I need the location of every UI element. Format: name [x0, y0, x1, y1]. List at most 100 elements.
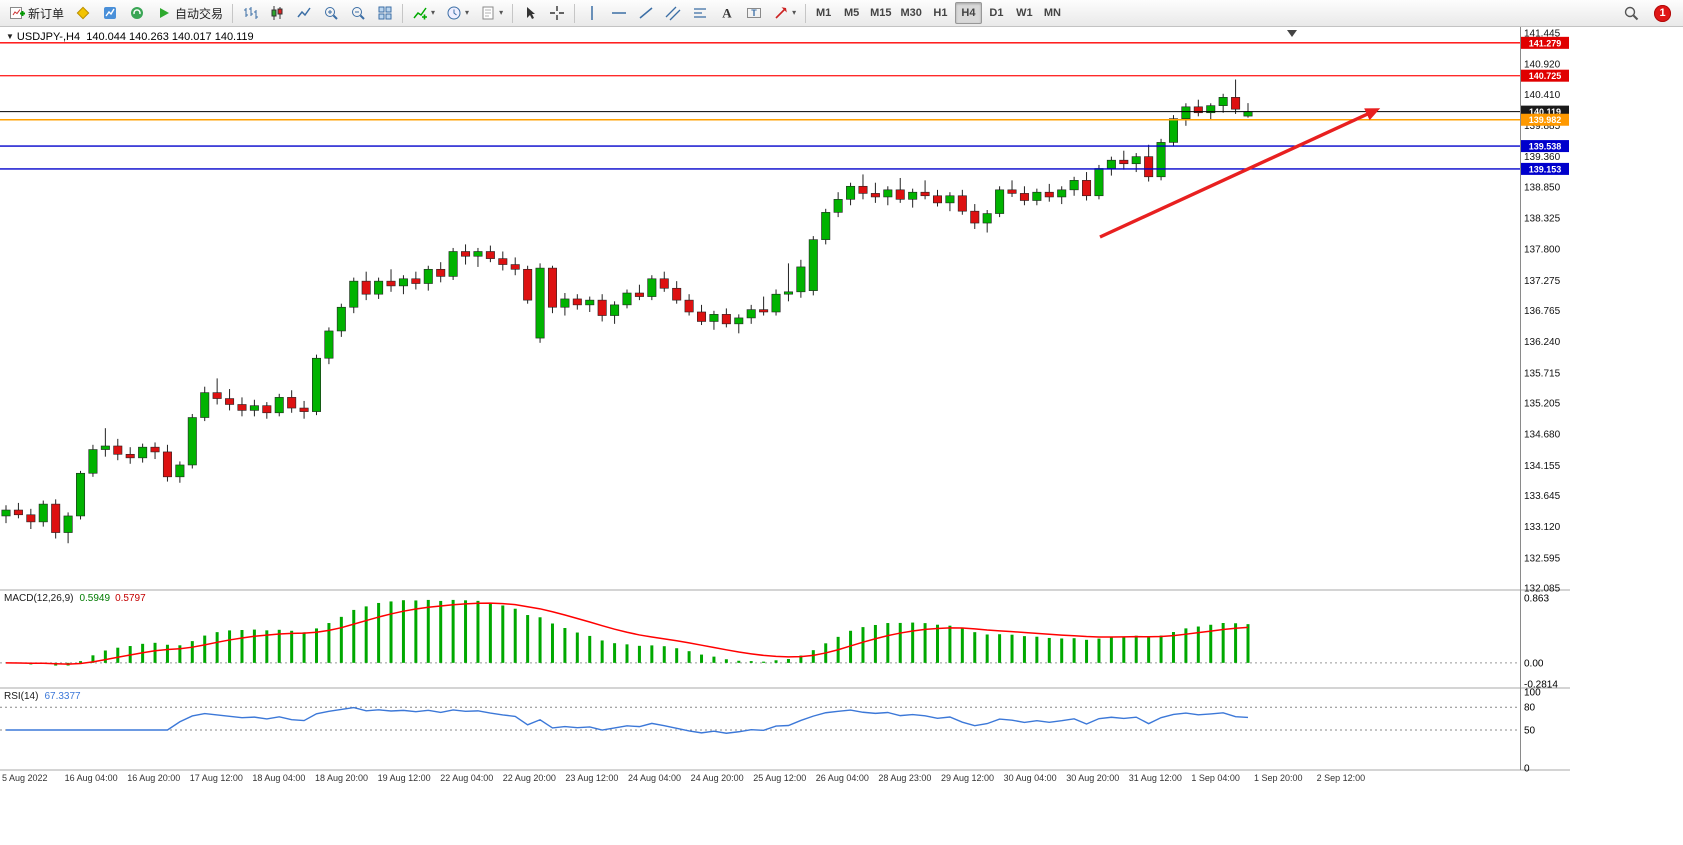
metaeditor-button[interactable] [70, 2, 96, 24]
time-axis-label: 1 Sep 04:00 [1191, 773, 1240, 783]
svg-text:T: T [751, 8, 757, 18]
price-tick-label: 134.680 [1524, 430, 1561, 441]
auto-trading-label: 自动交易 [175, 6, 224, 21]
time-axis-label: 31 Aug 12:00 [1129, 773, 1182, 783]
candle-body [1106, 159, 1116, 169]
indicators-button[interactable]: ▾ [407, 2, 440, 24]
candle-body [647, 278, 657, 297]
candle-body [1057, 189, 1067, 198]
chart-title: ▼ USDJPY-,H4 140.044 140.263 140.017 140.… [6, 31, 254, 43]
indicators-icon [413, 7, 428, 20]
price-tick-label: 141.445 [1524, 29, 1561, 40]
candle-body [833, 199, 843, 213]
candle-body [1144, 156, 1154, 178]
candle-body [597, 299, 607, 316]
macd-main-value: 0.5949 [79, 593, 111, 604]
rsi-value: 67.3377 [44, 691, 81, 702]
chart-shift-marker[interactable] [1287, 30, 1297, 37]
trend-arrow-line[interactable] [1099, 110, 1373, 239]
arrow-object-icon [775, 7, 787, 19]
symbol-period-label: USDJPY-,H4 [16, 31, 81, 43]
toolbar-separator [232, 3, 234, 23]
timeframe-d1-button[interactable]: D1 [983, 2, 1010, 24]
candle-body [473, 251, 483, 257]
time-axis-label: 26 Aug 04:00 [816, 773, 869, 783]
price-tick-label: 133.120 [1524, 522, 1561, 533]
new-order-label: 新订单 [28, 6, 65, 21]
time-axis-label: 18 Aug 20:00 [315, 773, 368, 783]
vertical-line-button[interactable] [579, 2, 605, 24]
trend-arrow-head[interactable] [1364, 108, 1381, 121]
timeframe-h4-button[interactable]: H4 [954, 2, 982, 24]
candle-body [1069, 180, 1079, 191]
candle-body [796, 266, 806, 293]
cursor-button[interactable] [517, 2, 543, 24]
candle-body [262, 405, 272, 414]
price-tag [1521, 113, 1569, 126]
timeframe-mn-button[interactable]: MN [1039, 2, 1066, 24]
chart-window[interactable]: 141.445 140.920 140.410 139.885 139.360 138.8… [0, 27, 1570, 792]
text-label-icon: T [747, 8, 762, 18]
cursor-icon [527, 7, 536, 19]
auto-trading-button[interactable]: 自动交易 [151, 2, 228, 24]
candle-body [1007, 189, 1017, 194]
candle-body [113, 445, 123, 455]
candle-body [610, 304, 620, 316]
market-watch-button[interactable] [97, 2, 123, 24]
tile-windows-button[interactable] [372, 2, 398, 24]
chart-bars-button[interactable] [237, 2, 263, 24]
candle-body [411, 278, 421, 284]
zoom-in-button[interactable] [318, 2, 344, 24]
horizontal-line-button[interactable] [606, 2, 632, 24]
trendline-icon [639, 7, 653, 19]
navigator-button[interactable] [124, 2, 150, 24]
periods-button[interactable]: ▾ [441, 2, 474, 24]
search-button[interactable] [1618, 2, 1644, 24]
crosshair-button[interactable] [544, 2, 570, 24]
candle-body [311, 357, 321, 412]
timeframe-h1-button[interactable]: H1 [927, 2, 954, 24]
templates-button[interactable]: ▾ [475, 2, 508, 24]
candle-body [150, 446, 160, 453]
candle-body [995, 189, 1005, 214]
time-axis-label: 30 Aug 04:00 [1004, 773, 1057, 783]
toolbar-separator [402, 3, 404, 23]
candle-body [1243, 111, 1253, 117]
trendline-button[interactable] [633, 2, 659, 24]
candle-body [88, 449, 98, 474]
time-axis-label: 18 Aug 04:00 [252, 773, 305, 783]
toolbar-separator [512, 3, 514, 23]
svg-text:A: A [722, 6, 732, 21]
candle-body [76, 472, 86, 517]
timeframe-w1-button[interactable]: W1 [1011, 2, 1038, 24]
time-axis-label: 24 Aug 20:00 [691, 773, 744, 783]
candle-body [336, 306, 346, 332]
zoom-out-button[interactable] [345, 2, 371, 24]
price-tick-label: 134.155 [1524, 461, 1561, 472]
price-tick-label: 139.885 [1524, 121, 1561, 132]
text-label-button[interactable]: T [741, 2, 767, 24]
text-button[interactable]: A [714, 2, 740, 24]
rsi-title: RSI(14) [4, 691, 39, 702]
candle-body [187, 417, 197, 466]
timeframe-m1-button[interactable]: M1 [810, 2, 837, 24]
candle-body [759, 309, 769, 313]
one-click-trading-toggle[interactable]: ▼ [6, 32, 14, 41]
chart-candles-button[interactable] [264, 2, 290, 24]
candle-body [746, 309, 756, 319]
timeframe-m15-button[interactable]: M15 [866, 2, 895, 24]
chart-line-button[interactable] [291, 2, 317, 24]
price-tick-label: 140.920 [1524, 60, 1561, 71]
chart-canvas[interactable]: 141.445 140.920 140.410 139.885 139.360 138.8… [0, 27, 1570, 792]
new-order-button[interactable]: 新订单 [4, 2, 69, 24]
notification-badge[interactable]: 1 [1654, 4, 1671, 22]
channel-button[interactable] [660, 2, 686, 24]
arrows-button[interactable]: ▾ [768, 2, 801, 24]
timeframe-m30-button[interactable]: M30 [897, 2, 926, 24]
fibonacci-button[interactable] [687, 2, 713, 24]
timeframe-m5-button[interactable]: M5 [838, 2, 865, 24]
candle-body [684, 299, 694, 313]
channel-icon [665, 6, 681, 21]
candle-body [771, 293, 781, 313]
toolbar-separator [574, 3, 576, 23]
